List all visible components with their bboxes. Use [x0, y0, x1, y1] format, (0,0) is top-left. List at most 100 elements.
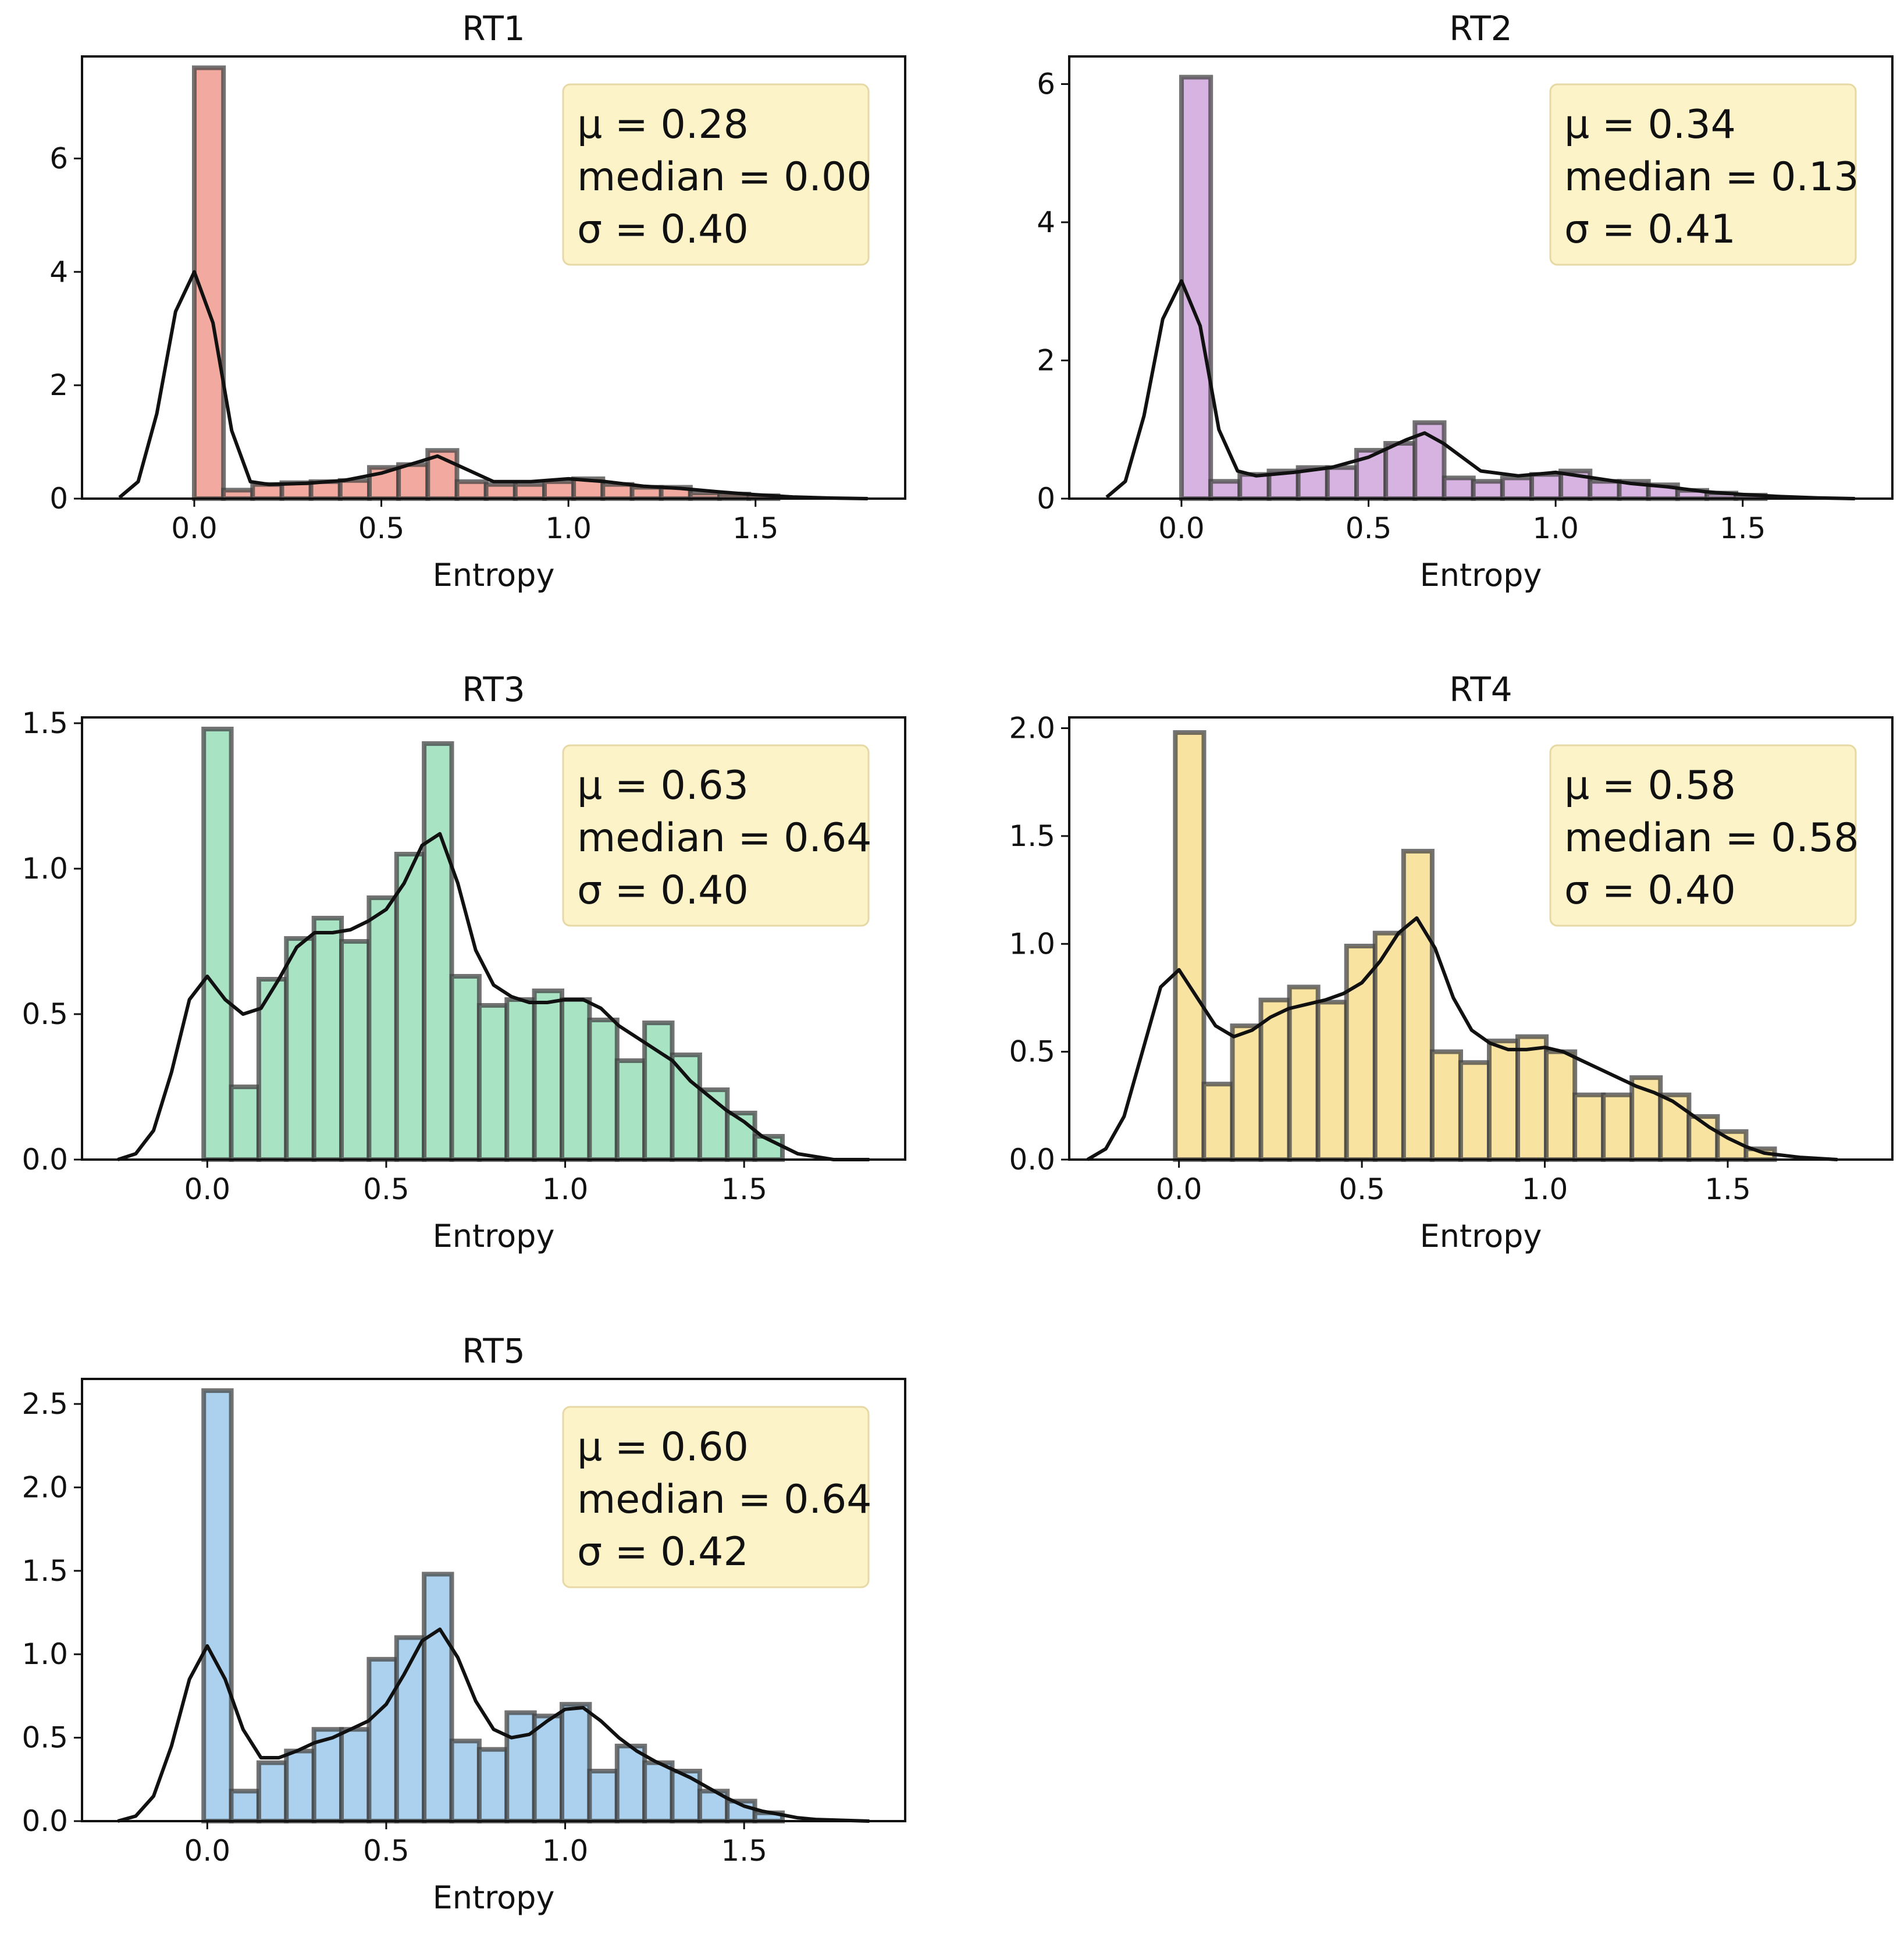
- kde-line: [1086, 916, 1838, 1161]
- histogram-bar: [396, 462, 430, 501]
- x-tick-label: 1.5: [1704, 1172, 1751, 1206]
- histogram-bar: [476, 1747, 510, 1823]
- x-axis-label: Entropy: [433, 557, 555, 593]
- x-tick-label: 1.0: [542, 1834, 589, 1868]
- x-tick-label: 1.5: [721, 1834, 767, 1868]
- x-tick-label: 0.0: [1158, 511, 1205, 545]
- x-tick-label: 1.0: [1522, 1172, 1568, 1206]
- histogram-bar: [1429, 1049, 1463, 1162]
- y-tick-label: 0.0: [22, 1143, 68, 1176]
- x-tick-label: 0.0: [171, 511, 218, 545]
- histogram-bar: [532, 1713, 564, 1824]
- stats-box: [562, 1406, 870, 1588]
- stat-mean: μ = 0.60: [577, 1424, 749, 1470]
- histogram-bar: [449, 1739, 482, 1824]
- histogram-bar: [587, 1018, 620, 1162]
- histogram-bar: [670, 1769, 702, 1823]
- y-tick-label: 0: [1037, 482, 1055, 516]
- histogram-bar: [201, 727, 234, 1162]
- histogram-bar: [1487, 1039, 1521, 1162]
- stat-mean: μ = 0.28: [577, 102, 749, 148]
- x-tick-label: 1.5: [1720, 511, 1766, 545]
- x-axis-label: Entropy: [1420, 1218, 1542, 1254]
- histogram-bar: [542, 479, 576, 501]
- stats-box: [1549, 744, 1857, 927]
- histogram-bar: [454, 479, 489, 501]
- stats-box: [562, 744, 870, 927]
- x-tick-label: 0.5: [363, 1172, 410, 1206]
- histogram-bar: [422, 1572, 454, 1823]
- histogram-bar: [587, 1769, 620, 1823]
- axes-frame: [1068, 716, 1894, 1161]
- y-tick-label: 4: [49, 255, 68, 289]
- histogram-bar: [1208, 479, 1243, 501]
- stat-mean: μ = 0.63: [577, 763, 749, 809]
- stat-median: median = 0.64: [577, 815, 872, 861]
- x-tick-label: 0.0: [184, 1172, 231, 1206]
- chart-title: RT3: [462, 670, 525, 709]
- y-tick-label: 4: [1037, 205, 1055, 239]
- histogram-bar: [1383, 441, 1418, 501]
- histogram-bar: [1500, 475, 1535, 502]
- stat-median: median = 0.58: [1564, 815, 1859, 861]
- histogram-bar: [513, 482, 547, 501]
- kde-line: [117, 1627, 870, 1823]
- x-tick-label: 0.5: [1346, 511, 1392, 545]
- histogram-bar: [532, 989, 564, 1162]
- stat-median: median = 0.13: [1564, 154, 1859, 200]
- stat-sigma: σ = 0.42: [577, 1529, 749, 1575]
- histogram-bar: [1173, 730, 1207, 1162]
- histogram-bar: [339, 939, 372, 1162]
- histogram-bar: [476, 1003, 510, 1162]
- histogram-bar: [1287, 984, 1321, 1162]
- histogram-bar: [560, 997, 592, 1162]
- panel-rt3: 0.0 0.5 1.0 1.5 0.0 0.5 1.0 1.5 RT3 Entropy μ = 0.…: [22, 670, 906, 1254]
- stat-mean: μ = 0.58: [1564, 763, 1736, 809]
- histogram-bar: [201, 1388, 234, 1824]
- histogram-bar: [629, 485, 664, 501]
- stat-sigma: σ = 0.41: [1564, 207, 1736, 253]
- histogram-bar: [256, 977, 289, 1162]
- y-tick-label: 2: [1037, 344, 1055, 378]
- histogram-bar: [1515, 1034, 1549, 1162]
- histogram-bar: [614, 1058, 647, 1162]
- histogram-bar: [449, 974, 482, 1162]
- x-tick-label: 0.5: [358, 511, 405, 545]
- histogram-bar: [250, 482, 284, 501]
- histogram-bar: [394, 852, 427, 1162]
- stat-sigma: σ = 0.40: [577, 868, 749, 913]
- x-axis-label: Entropy: [433, 1218, 555, 1254]
- panel-rt2: 0.0 0.5 1.0 1.5 0 2 4 6 RT2 Entropy μ = 0.34 median…: [1037, 9, 1894, 593]
- y-tick-label: 1.5: [1009, 819, 1055, 853]
- histogram-bar: [560, 1702, 592, 1823]
- histogram-bar: [1237, 472, 1272, 502]
- y-tick-label: 2.5: [22, 1387, 68, 1421]
- histogram-bar: [284, 936, 316, 1162]
- histogram-bar: [1529, 472, 1564, 502]
- axes-frame: [1068, 55, 1894, 500]
- histogram-bar: [1471, 479, 1505, 501]
- histogram-bar: [483, 482, 518, 501]
- x-axis-label: Entropy: [1420, 557, 1542, 593]
- axes-frame: [81, 716, 906, 1161]
- y-tick-label: 0.5: [22, 997, 68, 1031]
- histogram-bar: [337, 478, 372, 501]
- kde-line: [1105, 279, 1855, 500]
- y-tick-label: 0: [49, 482, 68, 516]
- x-tick-label: 1.5: [732, 511, 779, 545]
- panel-rt4: 0.0 0.5 1.0 1.5 0.0 0.5 1.0 1.5 2.0 RT4 Entropy μ =…: [1009, 670, 1894, 1254]
- x-tick-label: 0.0: [1156, 1172, 1202, 1206]
- axes-frame: [81, 1378, 906, 1822]
- panel-rt5: 0.0 0.5 1.0 1.5 0.0 0.5 1.0 1.5 2.0 2.5 RT5 Entropy…: [22, 1331, 906, 1916]
- x-tick-label: 1.5: [721, 1172, 767, 1206]
- stats-box: [1549, 83, 1857, 266]
- histogram-bar: [504, 997, 537, 1162]
- y-tick-label: 2: [49, 368, 68, 402]
- histogram-bar: [1325, 465, 1360, 501]
- histogram-bar: [229, 1085, 261, 1162]
- histogram-bar: [1372, 930, 1406, 1162]
- histogram-bar: [1458, 1060, 1492, 1162]
- histogram-bar: [504, 1710, 537, 1824]
- y-tick-label: 0.5: [1009, 1035, 1055, 1069]
